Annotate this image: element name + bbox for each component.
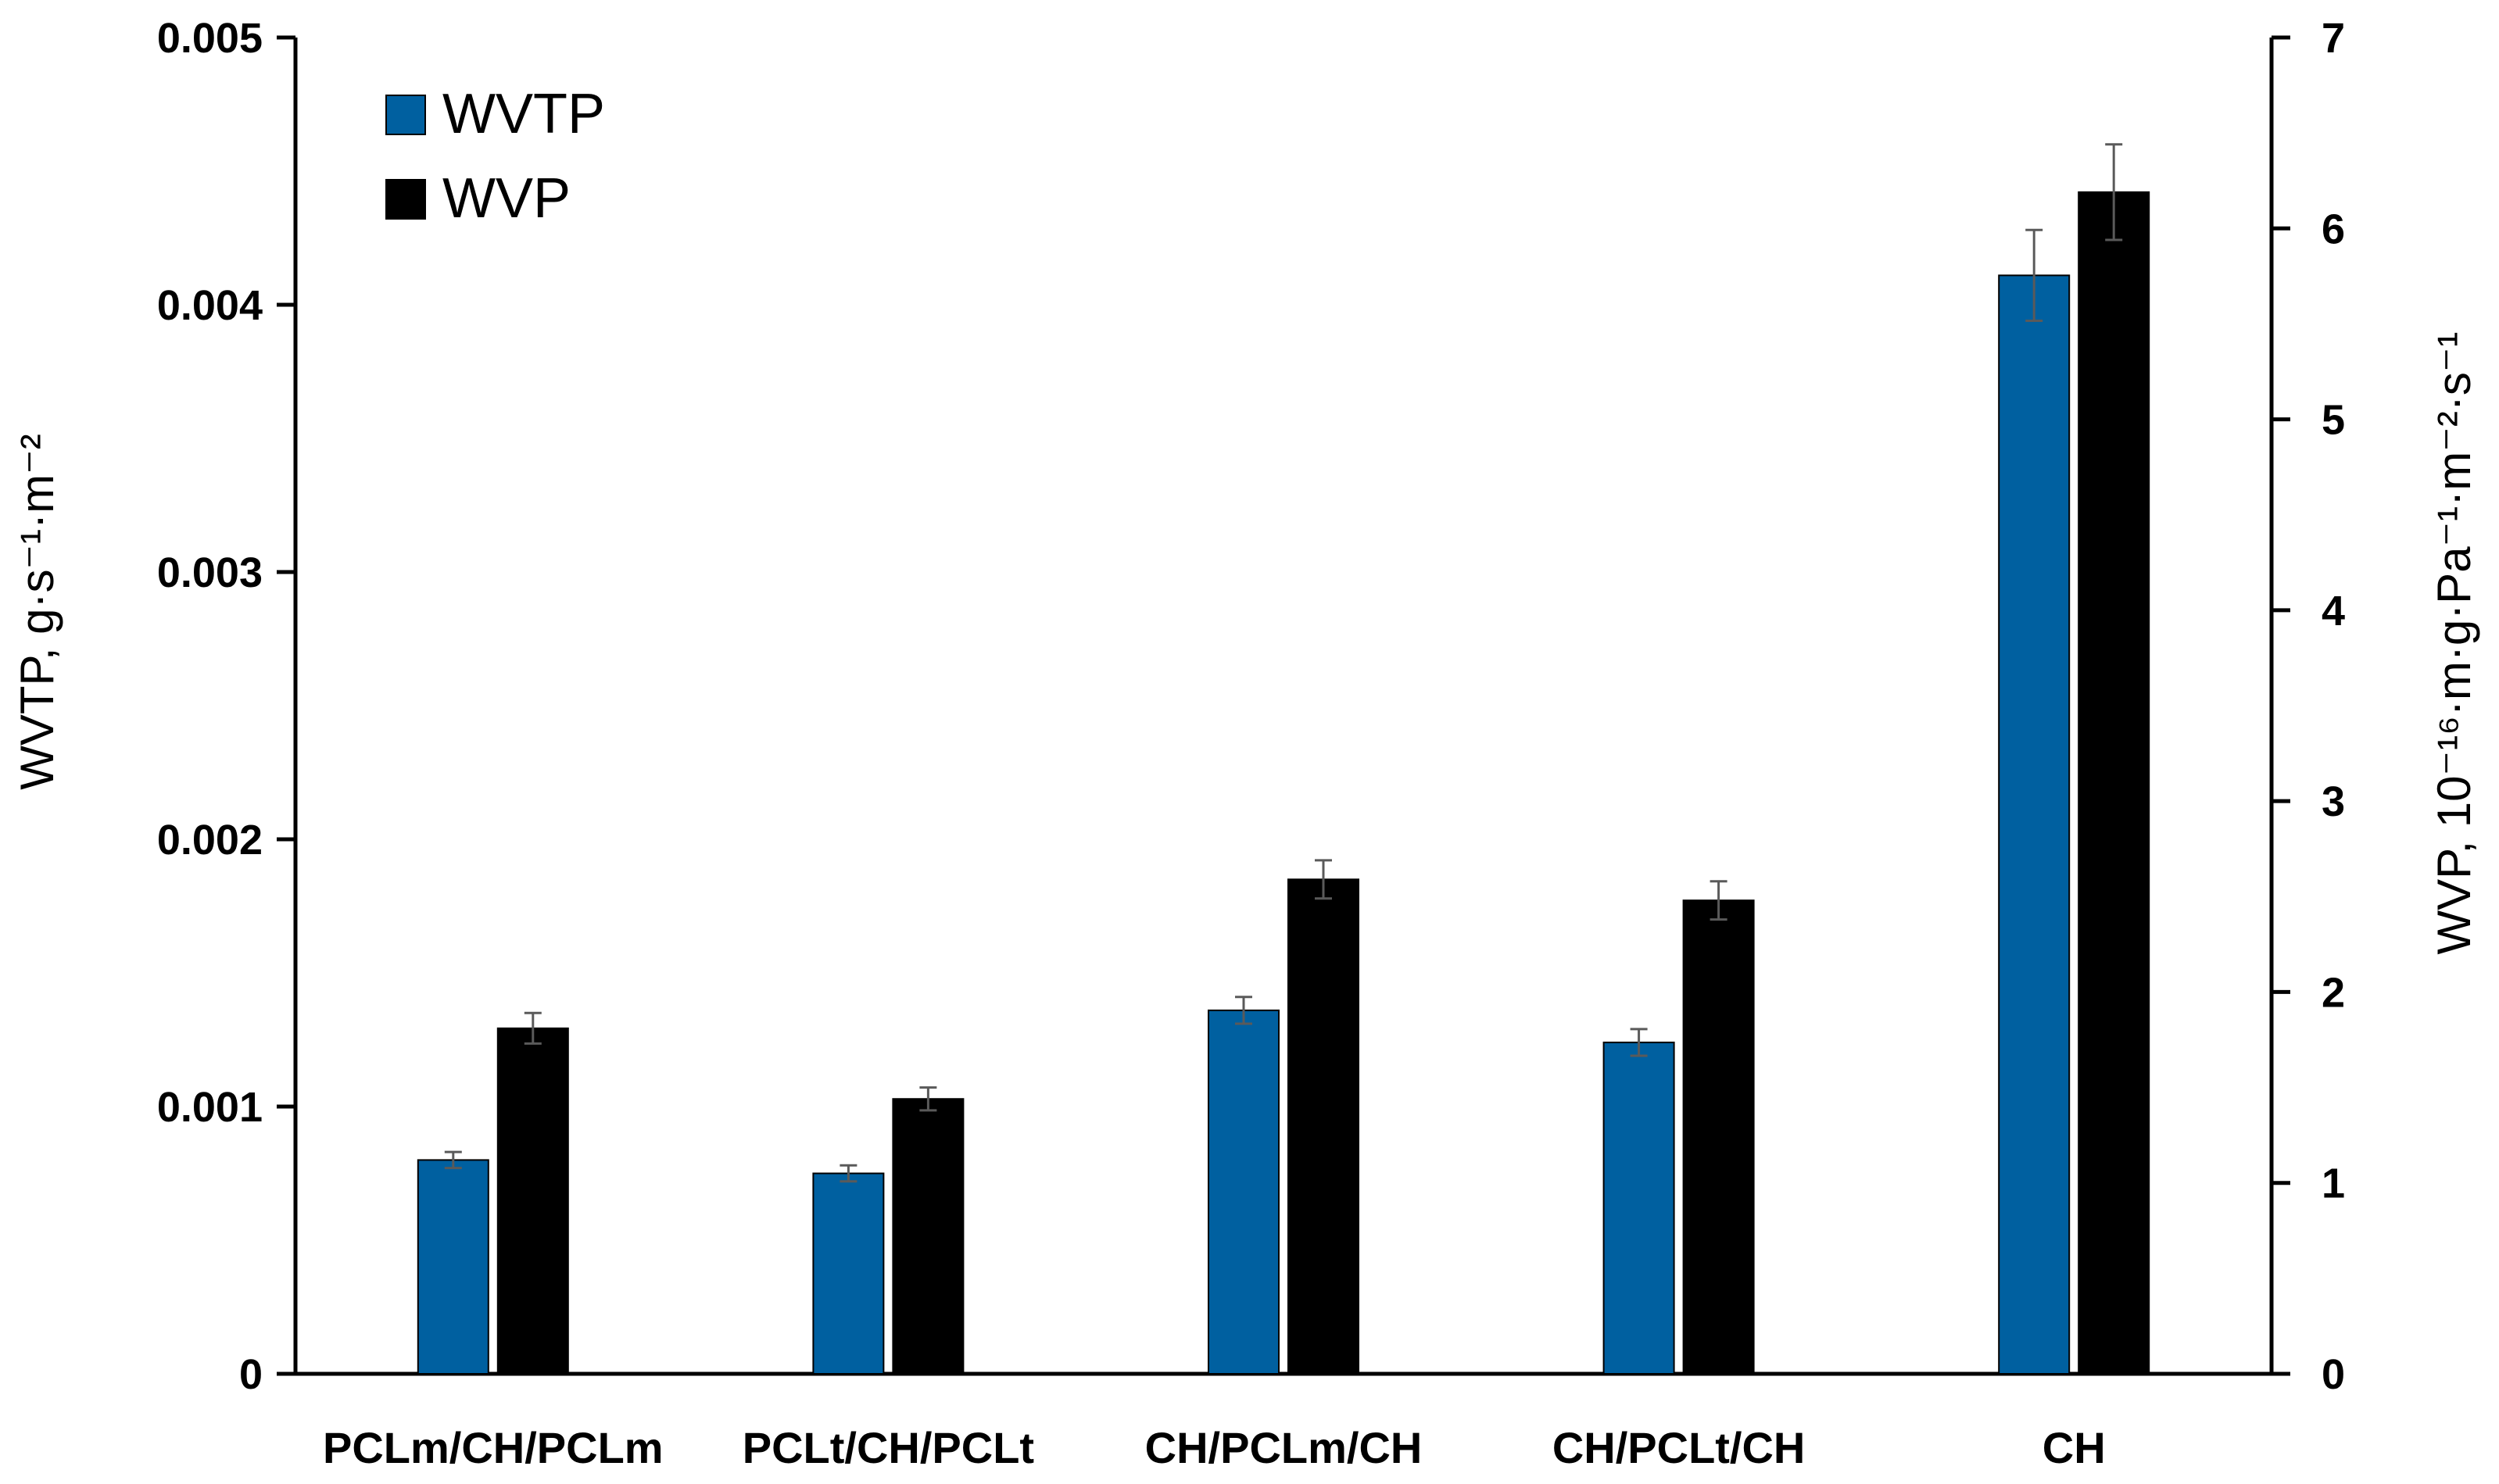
bar-wvp — [892, 1098, 965, 1375]
left-tick-label: 0.004 — [157, 282, 263, 329]
legend-label-wvtp: WVTP — [442, 83, 605, 145]
bar-wvp — [1287, 878, 1359, 1375]
category-label: PCLt/CH/PCLt — [743, 1423, 1034, 1472]
left-tick-label: 0 — [239, 1351, 263, 1398]
right-tick-label: 5 — [2322, 397, 2345, 444]
category-label: CH/PCLt/CH — [1552, 1423, 1806, 1472]
right-tick-label: 6 — [2322, 206, 2345, 252]
right-tick-label: 3 — [2322, 778, 2345, 825]
labels: 0 0.001 0.002 0.003 0.004 0.005 0 1 2 3 4 5 6 7 PCLm/C… — [11, 15, 2480, 1472]
legend-label-wvp: WVP — [442, 167, 571, 230]
axes — [277, 35, 2290, 1376]
left-tick-label: 0.002 — [157, 817, 263, 864]
left-tick-label: 0.003 — [157, 549, 263, 596]
bar-wvtp — [812, 1172, 885, 1375]
bar-wvtp — [1602, 1041, 1675, 1375]
category-label: PCLm/CH/PCLm — [323, 1423, 664, 1472]
bar-wvp — [2078, 191, 2150, 1375]
right-axis-title: WVP, 10⁻¹⁶·m·g·Pa⁻¹·m⁻²·s⁻¹ — [2428, 332, 2480, 955]
right-tick-label: 4 — [2322, 588, 2345, 635]
right-tick-label: 0 — [2322, 1351, 2345, 1398]
left-axis-title: WVTP, g·s⁻¹·m⁻² — [11, 434, 63, 790]
bar-wvtp — [1998, 274, 2071, 1375]
category-label: CH/PCLm/CH — [1145, 1423, 1423, 1472]
legend: WVTP WVP — [385, 83, 605, 230]
bar-wvp — [1682, 899, 1755, 1375]
legend-swatch-wvtp — [385, 95, 426, 135]
bars — [417, 191, 2150, 1375]
left-tick-label: 0.005 — [157, 15, 263, 62]
error-bars — [444, 143, 2123, 1183]
right-tick-label: 1 — [2322, 1160, 2345, 1207]
bar-wvtp — [1208, 1009, 1280, 1375]
bar-wvp — [496, 1027, 569, 1375]
legend-swatch-wvp — [385, 179, 426, 220]
right-tick-label: 7 — [2322, 15, 2345, 62]
left-tick-label: 0.001 — [157, 1084, 263, 1131]
category-label: CH — [2043, 1423, 2106, 1472]
bar-wvtp — [417, 1159, 489, 1375]
right-tick-label: 2 — [2322, 969, 2345, 1016]
